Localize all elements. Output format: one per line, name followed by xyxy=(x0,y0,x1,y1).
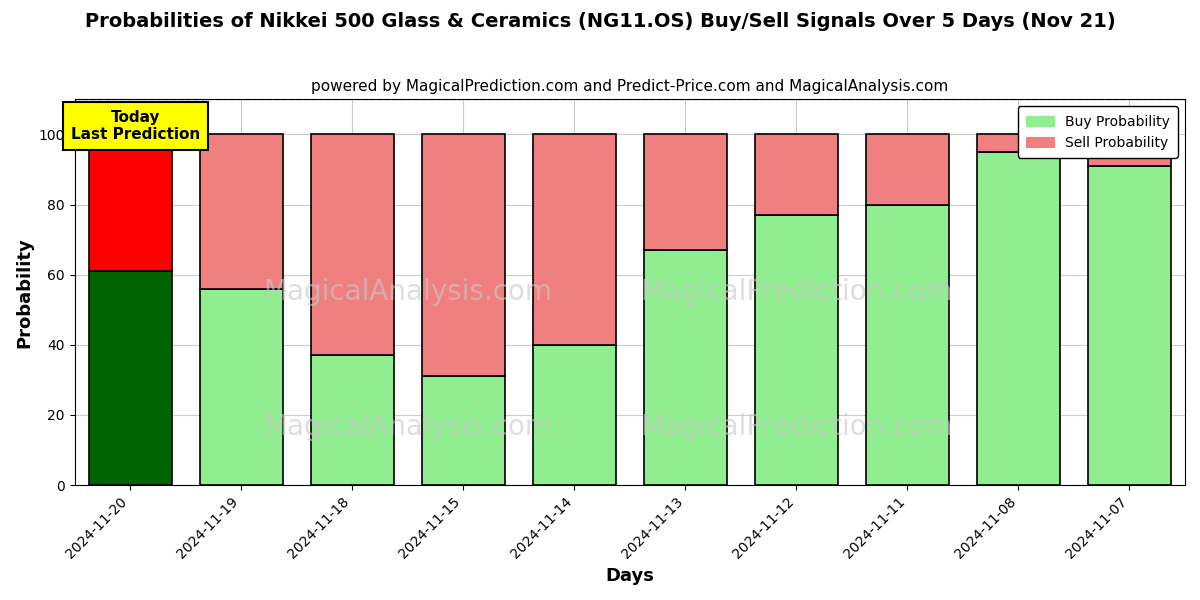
Bar xyxy=(89,134,172,271)
Bar xyxy=(865,205,949,485)
Bar xyxy=(755,134,838,215)
Bar xyxy=(643,250,727,485)
Text: Probabilities of Nikkei 500 Glass & Ceramics (NG11.OS) Buy/Sell Signals Over 5 D: Probabilities of Nikkei 500 Glass & Cera… xyxy=(85,12,1115,31)
Bar xyxy=(533,345,616,485)
Text: MagicalPrediction.com: MagicalPrediction.com xyxy=(640,278,953,306)
Bar xyxy=(199,289,283,485)
Bar xyxy=(755,215,838,485)
Bar xyxy=(311,134,394,355)
Bar xyxy=(865,134,949,205)
Bar xyxy=(199,134,283,289)
Bar xyxy=(643,134,727,250)
Bar xyxy=(977,134,1060,152)
Legend: Buy Probability, Sell Probability: Buy Probability, Sell Probability xyxy=(1018,106,1178,158)
Text: MagicalAnalysis.com: MagicalAnalysis.com xyxy=(263,278,552,306)
Bar xyxy=(89,271,172,485)
Bar xyxy=(1088,134,1171,166)
Y-axis label: Probability: Probability xyxy=(16,237,34,347)
Title: powered by MagicalPrediction.com and Predict-Price.com and MagicalAnalysis.com: powered by MagicalPrediction.com and Pre… xyxy=(311,79,948,94)
Bar xyxy=(311,355,394,485)
Bar xyxy=(421,134,505,376)
Text: MagicalAnalysis.com: MagicalAnalysis.com xyxy=(263,413,552,441)
Text: MagicalPrediction.com: MagicalPrediction.com xyxy=(640,413,953,441)
Bar xyxy=(421,376,505,485)
Bar xyxy=(1088,166,1171,485)
Text: Today
Last Prediction: Today Last Prediction xyxy=(71,110,200,142)
Bar xyxy=(977,152,1060,485)
Bar xyxy=(533,134,616,345)
X-axis label: Days: Days xyxy=(605,567,654,585)
